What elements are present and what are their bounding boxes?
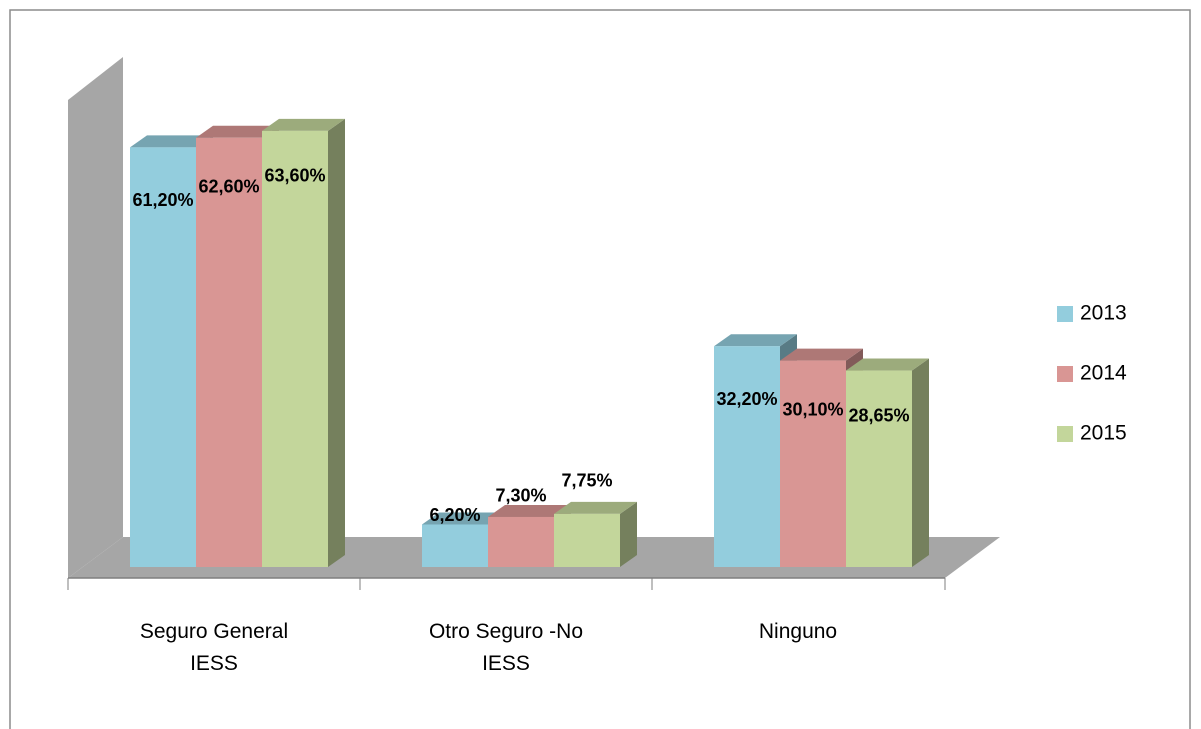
bar-top bbox=[262, 118, 345, 131]
data-label: 6,20% bbox=[429, 505, 480, 525]
data-label: 63,60% bbox=[264, 166, 325, 186]
bar-top bbox=[196, 125, 279, 138]
legend-swatch bbox=[1057, 366, 1073, 382]
bar-side bbox=[620, 501, 637, 567]
legend-label: 2015 bbox=[1080, 422, 1127, 445]
data-label: 61,20% bbox=[132, 190, 193, 210]
legend-swatch bbox=[1057, 306, 1073, 322]
legend-swatch bbox=[1057, 426, 1073, 442]
bar bbox=[422, 524, 488, 567]
bar bbox=[196, 137, 262, 567]
bar-side bbox=[328, 118, 345, 567]
bar bbox=[846, 370, 912, 567]
data-label: 62,60% bbox=[198, 176, 259, 196]
data-label: 7,75% bbox=[561, 471, 612, 491]
legend-label: 2014 bbox=[1080, 362, 1127, 385]
bar-top bbox=[714, 334, 797, 347]
bar-top bbox=[130, 135, 213, 148]
bar-top bbox=[554, 501, 637, 514]
data-label: 30,10% bbox=[782, 399, 843, 419]
bar-top bbox=[488, 504, 571, 517]
bar bbox=[130, 147, 196, 568]
bar bbox=[714, 346, 780, 567]
bar-side bbox=[912, 358, 929, 567]
bar bbox=[780, 360, 846, 567]
bar bbox=[488, 516, 554, 567]
bar-top bbox=[422, 512, 505, 525]
data-label: 32,20% bbox=[716, 389, 777, 409]
bar bbox=[554, 513, 620, 567]
bar-top bbox=[846, 358, 929, 371]
x-tick-label: Seguro General IESS bbox=[139, 620, 289, 675]
bar-top bbox=[780, 348, 863, 361]
chart-border bbox=[9, 9, 1191, 729]
data-label: 7,30% bbox=[495, 486, 546, 506]
bar bbox=[262, 130, 328, 567]
x-tick-label: Otro Seguro -No IESS bbox=[428, 620, 584, 675]
data-label: 28,65% bbox=[848, 405, 909, 425]
x-tick-label: Ninguno bbox=[758, 620, 838, 643]
back-wall bbox=[68, 57, 123, 578]
legend-label: 2013 bbox=[1080, 302, 1127, 325]
